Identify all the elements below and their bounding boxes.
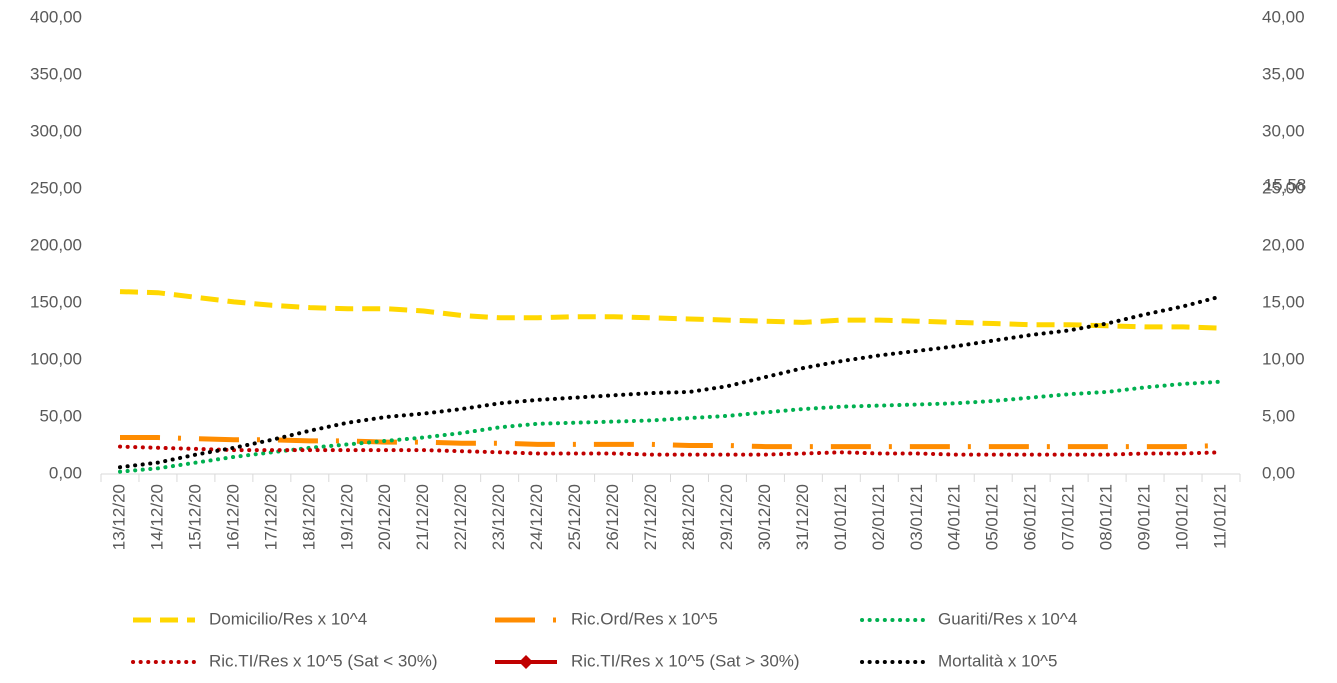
y-tick-label: 0,00 [49, 463, 82, 482]
y2-tick-label: 30,00 [1262, 121, 1305, 140]
x-tick-label: 30/12/20 [755, 484, 774, 550]
y-tick-label: 250,00 [30, 178, 82, 197]
x-tick-label: 05/01/21 [983, 484, 1002, 550]
x-tick-label: 22/12/20 [451, 484, 470, 550]
x-tick-label: 26/12/20 [603, 484, 622, 550]
legend-label: Guariti/Res x 10^4 [938, 609, 1077, 628]
y-tick-label: 50,00 [39, 406, 82, 425]
x-tick-label: 13/12/20 [109, 484, 128, 550]
x-tick-label: 24/12/20 [527, 484, 546, 550]
x-tick-label: 04/01/21 [945, 484, 964, 550]
x-tick-label: 23/12/20 [489, 484, 508, 550]
x-tick-label: 25/12/20 [565, 484, 584, 550]
x-tick-label: 07/01/21 [1059, 484, 1078, 550]
y2-tick-label: 35,00 [1262, 64, 1305, 83]
legend-marker [519, 655, 533, 669]
data-label: 15,58 [1264, 175, 1307, 194]
series-line [118, 294, 1223, 470]
y-tick-label: 100,00 [30, 349, 82, 368]
series-line [120, 435, 1222, 450]
x-tick-label: 27/12/20 [641, 484, 660, 550]
x-tick-label: 10/01/21 [1173, 484, 1192, 550]
x-tick-label: 21/12/20 [413, 484, 432, 550]
y2-tick-label: 20,00 [1262, 235, 1305, 254]
y2-tick-label: 40,00 [1262, 7, 1305, 26]
x-tick-label: 14/12/20 [147, 484, 166, 550]
y-tick-label: 350,00 [30, 64, 82, 83]
x-tick-label: 11/01/21 [1211, 484, 1230, 549]
legend-label: Ric.TI/Res x 10^5 (Sat < 30%) [209, 651, 438, 670]
x-tick-label: 03/01/21 [907, 484, 926, 550]
series-line [118, 444, 1223, 457]
y-tick-label: 150,00 [30, 292, 82, 311]
x-tick-label: 17/12/20 [261, 484, 280, 550]
x-tick-label: 31/12/20 [793, 484, 812, 550]
x-tick-label: 06/01/21 [1021, 484, 1040, 550]
y-tick-label: 200,00 [30, 235, 82, 254]
series-line [118, 379, 1223, 474]
x-tick-label: 08/01/21 [1097, 484, 1116, 550]
x-tick-label: 29/12/20 [717, 484, 736, 550]
y-tick-label: 400,00 [30, 7, 82, 26]
x-tick-label: 15/12/20 [185, 484, 204, 550]
y2-tick-label: 25,00 [1262, 178, 1305, 197]
legend-label: Mortalità x 10^5 [938, 651, 1057, 670]
legend-label: Ric.TI/Res x 10^5 (Sat > 30%) [571, 651, 800, 670]
x-tick-label: 18/12/20 [299, 484, 318, 550]
x-tick-label: 20/12/20 [375, 484, 394, 550]
y2-tick-label: 15,00 [1262, 292, 1305, 311]
series-line [119, 289, 1222, 331]
x-tick-label: 09/01/21 [1135, 484, 1154, 550]
y-tick-label: 300,00 [30, 121, 82, 140]
x-tick-label: 01/01/21 [831, 484, 850, 550]
y2-tick-label: 10,00 [1262, 349, 1305, 368]
x-tick-label: 02/01/21 [869, 484, 888, 550]
x-tick-label: 19/12/20 [337, 484, 356, 550]
x-tick-label: 28/12/20 [679, 484, 698, 550]
legend-label: Ric.Ord/Res x 10^5 [571, 609, 718, 628]
legend-label: Domicilio/Res x 10^4 [209, 609, 367, 628]
y2-tick-label: 0,00 [1262, 463, 1295, 482]
x-tick-label: 16/12/20 [223, 484, 242, 550]
y2-tick-label: 5,00 [1262, 406, 1295, 425]
